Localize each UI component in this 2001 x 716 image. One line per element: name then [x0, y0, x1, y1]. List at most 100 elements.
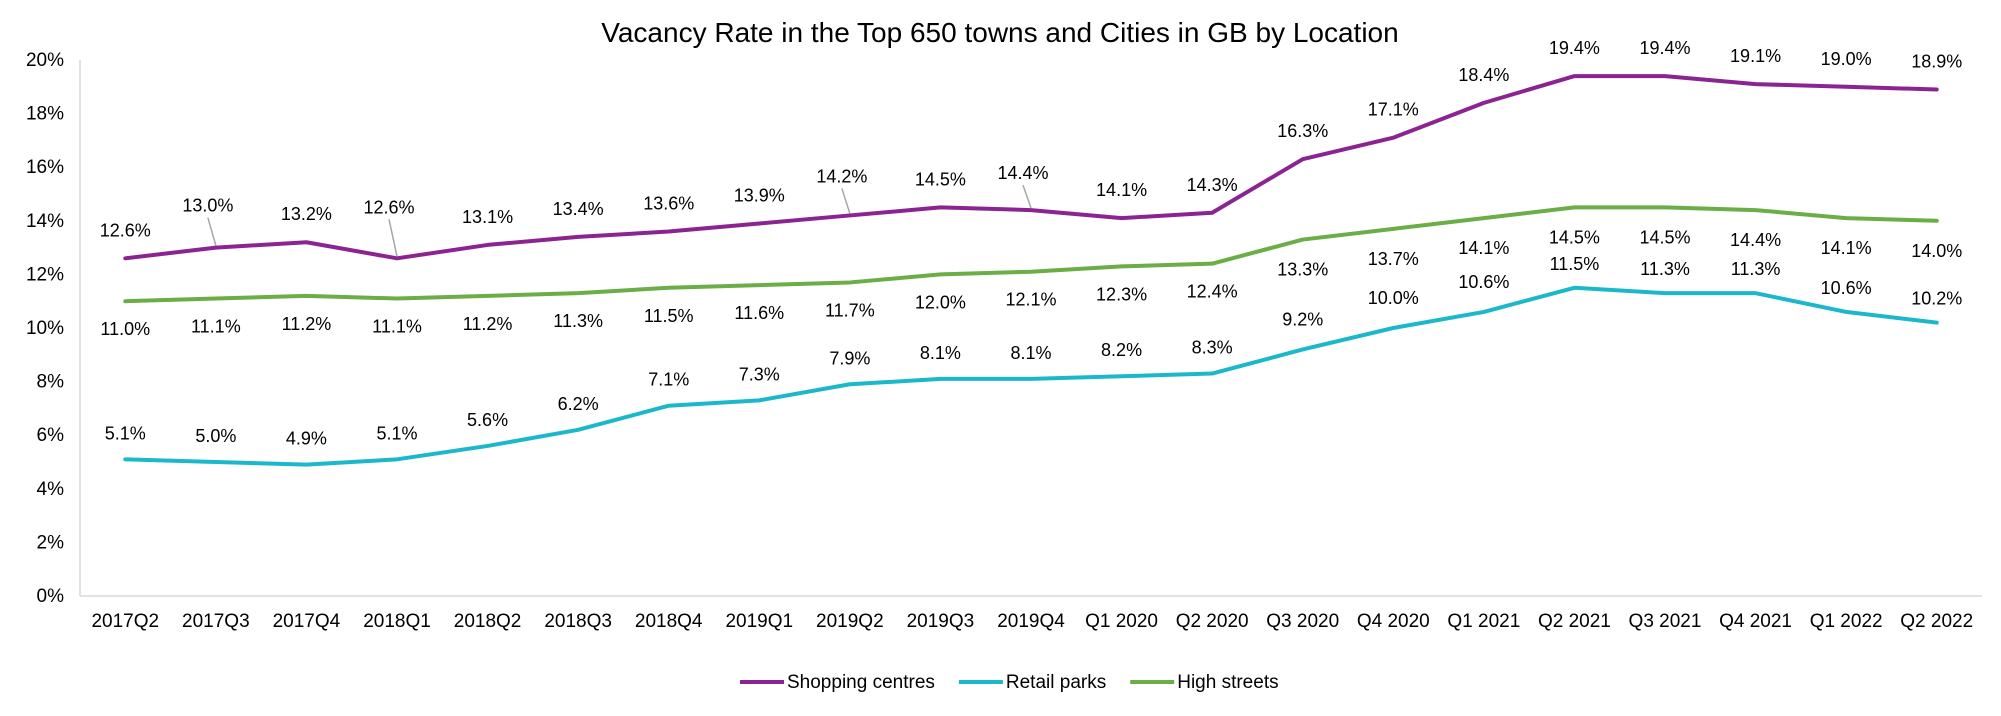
x-tick-label: 2017Q2 — [91, 611, 159, 632]
data-label-high-streets: 12.3% — [1096, 284, 1147, 304]
x-tick-label: 2018Q1 — [363, 611, 431, 632]
data-label-high-streets: 11.5% — [644, 306, 694, 326]
data-label-shopping-centres: 17.1% — [1368, 100, 1419, 120]
data-label-shopping-centres: 18.4% — [1458, 65, 1509, 85]
data-label-high-streets: 12.1% — [1005, 290, 1056, 310]
y-tick-label: 12% — [26, 264, 64, 285]
data-label-shopping-centres: 13.2% — [281, 204, 332, 224]
data-label-shopping-centres: 13.9% — [734, 185, 785, 205]
data-label-high-streets: 11.2% — [463, 314, 513, 334]
data-label-shopping-centres: 19.4% — [1639, 38, 1690, 58]
series-line-retail-parks — [123, 285, 1939, 467]
x-tick-label: Q2 2022 — [1900, 611, 1973, 632]
data-label-shopping-centres: 12.6% — [100, 220, 151, 240]
data-label-retail-parks: 8.2% — [1101, 340, 1142, 360]
x-tick-label: Q3 2020 — [1266, 611, 1339, 632]
x-tick-label: 2019Q4 — [997, 611, 1065, 632]
data-label-high-streets: 11.1% — [191, 317, 241, 337]
data-label-retail-parks: 5.6% — [467, 410, 508, 430]
data-label-shopping-centres: 18.9% — [1911, 51, 1962, 71]
data-label-shopping-centres: 14.2% — [816, 166, 867, 186]
data-label-shopping-centres: 19.1% — [1730, 46, 1781, 66]
data-label-high-streets: 12.0% — [915, 292, 966, 312]
legend-label: Shopping centres — [787, 672, 935, 693]
y-tick-label: 18% — [26, 104, 64, 125]
data-label-shopping-centres: 14.4% — [997, 163, 1048, 183]
legend-label: Retail parks — [1006, 672, 1106, 693]
series-line-high-streets — [123, 205, 1939, 304]
data-label-retail-parks: 7.3% — [739, 364, 780, 384]
data-label-retail-parks: 10.6% — [1821, 278, 1872, 298]
data-label-shopping-centres: 13.0% — [182, 196, 233, 216]
data-label-retail-parks: 10.6% — [1458, 272, 1509, 292]
data-label-high-streets: 11.3% — [553, 311, 603, 331]
leader-line — [841, 188, 851, 214]
x-tick-label: 2017Q4 — [273, 611, 341, 632]
data-label-retail-parks: 5.0% — [195, 426, 236, 446]
y-tick-label: 6% — [37, 425, 65, 446]
data-label-retail-parks: 11.3% — [1731, 259, 1781, 279]
x-tick-label: 2018Q4 — [635, 611, 703, 632]
data-label-retail-parks: 4.9% — [286, 429, 327, 449]
y-tick-label: 14% — [26, 211, 64, 232]
data-label-retail-parks: 7.9% — [829, 348, 870, 368]
y-tick-label: 4% — [37, 479, 65, 500]
x-tick-label: Q2 2021 — [1538, 611, 1611, 632]
x-axis: 2017Q2 2017Q3 2017Q4 2018Q1 2018Q2 2018Q3 2018… — [80, 595, 1982, 632]
x-tick-label: 2017Q3 — [182, 611, 250, 632]
y-tick-label: 8% — [37, 372, 65, 393]
x-tick-label: Q3 2021 — [1629, 611, 1702, 632]
x-tick-label: Q2 2020 — [1176, 611, 1249, 632]
leader-line — [388, 219, 398, 257]
data-label-retail-parks: 5.1% — [376, 423, 417, 443]
data-label-high-streets: 14.4% — [1730, 230, 1781, 250]
x-tick-label: Q1 2022 — [1810, 611, 1883, 632]
data-label-high-streets: 13.7% — [1368, 249, 1419, 269]
x-tick-label: Q4 2021 — [1719, 611, 1792, 632]
data-label-retail-parks: 5.1% — [105, 423, 146, 443]
data-label-high-streets: 14.0% — [1911, 241, 1962, 261]
data-label-high-streets: 14.5% — [1639, 227, 1690, 247]
leader-line — [1022, 184, 1032, 209]
series-line-shopping-centres — [123, 74, 1939, 261]
data-label-high-streets: 11.7% — [825, 300, 875, 320]
data-label-shopping-centres: 16.3% — [1277, 121, 1328, 141]
data-label-high-streets: 11.1% — [372, 317, 422, 337]
y-axis: 0% 2% 4% 6% 8% 10% 12% 14% 16% 18% 20% — [26, 50, 81, 607]
data-label-shopping-centres: 19.0% — [1821, 49, 1872, 69]
x-tick-label: 2018Q3 — [544, 611, 612, 632]
data-label-retail-parks: 11.3% — [1640, 259, 1690, 279]
data-label-retail-parks: 8.1% — [1010, 343, 1051, 363]
data-label-shopping-centres: 14.1% — [1096, 180, 1147, 200]
legend: Shopping centres Retail parks High streets — [740, 672, 1279, 693]
y-tick-label: 16% — [26, 157, 64, 178]
data-label-high-streets: 13.3% — [1277, 260, 1328, 280]
data-label-retail-parks: 7.1% — [648, 370, 689, 390]
data-label-high-streets: 11.0% — [100, 319, 150, 339]
data-label-retail-parks: 8.3% — [1192, 338, 1233, 358]
data-label-high-streets: 14.1% — [1458, 238, 1509, 258]
data-label-shopping-centres: 19.4% — [1549, 38, 1600, 58]
data-label-retail-parks: 10.0% — [1368, 288, 1419, 308]
y-tick-label: 20% — [26, 50, 64, 71]
data-label-retail-parks: 10.2% — [1911, 289, 1962, 309]
data-label-shopping-centres: 13.1% — [462, 207, 513, 227]
data-label-shopping-centres: 14.3% — [1187, 175, 1238, 195]
data-label-high-streets: 14.1% — [1821, 238, 1872, 258]
data-label-shopping-centres: 13.6% — [643, 194, 694, 214]
data-label-retail-parks: 11.5% — [1550, 254, 1600, 274]
x-tick-label: Q4 2020 — [1357, 611, 1430, 632]
chart-title: Vacancy Rate in the Top 650 towns and Ci… — [601, 17, 1398, 48]
x-tick-label: 2019Q2 — [816, 611, 884, 632]
x-tick-label: 2019Q3 — [907, 611, 975, 632]
leader-line — [207, 217, 217, 246]
data-label-retail-parks: 8.1% — [920, 343, 961, 363]
data-label-retail-parks: 6.2% — [558, 394, 599, 414]
data-label-high-streets: 11.2% — [282, 314, 332, 334]
data-labels: 12.6% 13.0% 13.2% 12.6% 13.1% 13.4% 13.6% 13.9%… — [100, 38, 1962, 449]
y-tick-label: 2% — [37, 532, 65, 553]
data-label-retail-parks: 9.2% — [1282, 309, 1323, 329]
series-lines — [123, 74, 1939, 467]
y-tick-label: 10% — [26, 318, 64, 339]
